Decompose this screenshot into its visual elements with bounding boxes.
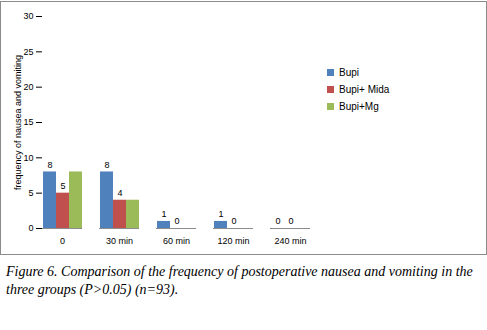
svg-text:0: 0 [288, 216, 293, 226]
svg-text:0: 0 [275, 216, 280, 226]
html-text:Bupi: Bupi [339, 67, 359, 78]
svg-text:frequency of nausea and vomiti: frequency of nausea and vomiting [13, 55, 23, 190]
svg-text:120 min: 120 min [217, 236, 249, 246]
svg-text:15: 15 [23, 117, 33, 127]
svg-text:30 min: 30 min [106, 236, 133, 246]
svg-text:20: 20 [23, 82, 33, 92]
svg-text:4: 4 [117, 188, 122, 198]
svg-text:0: 0 [60, 236, 65, 246]
html-text:Figure 6. Comparison of the fr: Figure 6. Comparison of the frequency of… [6, 264, 473, 297]
html-text:Bupi+Mg: Bupi+Mg [339, 101, 379, 112]
svg-text:1: 1 [161, 209, 166, 219]
svg-text:0: 0 [174, 216, 179, 226]
svg-text:5: 5 [28, 188, 33, 198]
svg-text:0: 0 [231, 216, 236, 226]
svg-text:1: 1 [218, 209, 223, 219]
svg-text:8: 8 [47, 160, 52, 170]
svg-text:60 min: 60 min [163, 236, 190, 246]
svg-text:5: 5 [60, 181, 65, 191]
html-text:Bupi+ Mida: Bupi+ Mida [339, 84, 390, 95]
svg-text:10: 10 [23, 153, 33, 163]
svg-text:30: 30 [23, 11, 33, 21]
svg-text:0: 0 [28, 223, 33, 233]
svg-text:240 min: 240 min [274, 236, 306, 246]
svg-text:8: 8 [104, 160, 109, 170]
svg-text:25: 25 [23, 47, 33, 57]
